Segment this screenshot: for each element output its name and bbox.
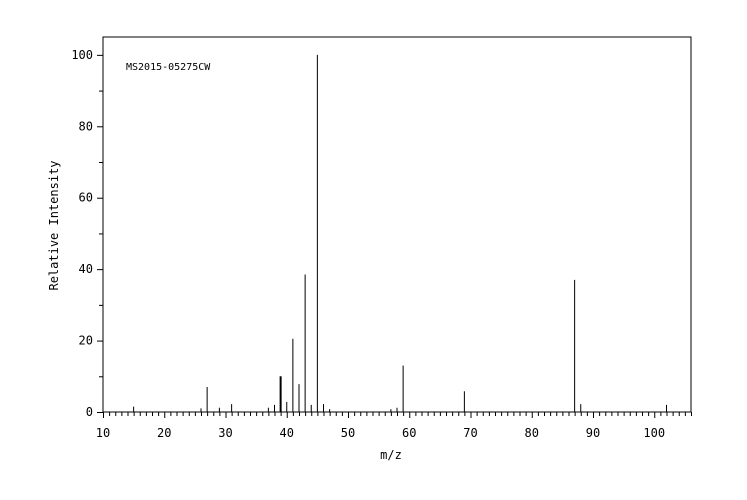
y-tick-label: 60	[79, 191, 93, 205]
y-tick-label: 20	[79, 334, 93, 348]
spectrum-id-label: MS2015-05275CW	[126, 62, 211, 73]
axis-ticks	[97, 54, 692, 418]
x-tick-label: 30	[218, 426, 232, 440]
x-tick-label: 60	[402, 426, 416, 440]
y-axis-label: Relative Intensity	[47, 160, 61, 290]
y-tick-label: 0	[86, 405, 93, 419]
x-tick-label: 100	[643, 426, 665, 440]
x-tick-label: 10	[96, 426, 110, 440]
x-tick-label: 70	[463, 426, 477, 440]
x-tick-label: 40	[280, 426, 294, 440]
spectrum-peaks	[133, 54, 667, 412]
x-tick-label: 80	[525, 426, 539, 440]
x-tick-label: 50	[341, 426, 355, 440]
axis-tick-labels: 10 20 30 40 50 60 70 80 90 100 0 20 40 60 80 100	[71, 48, 665, 440]
x-axis-label: m/z	[380, 448, 402, 462]
y-tick-label: 100	[71, 48, 93, 62]
x-tick-label: 90	[586, 426, 600, 440]
plot-frame	[102, 36, 692, 413]
x-tick-label: 20	[157, 426, 171, 440]
y-tick-label: 40	[79, 262, 93, 276]
y-tick-label: 80	[79, 119, 93, 133]
